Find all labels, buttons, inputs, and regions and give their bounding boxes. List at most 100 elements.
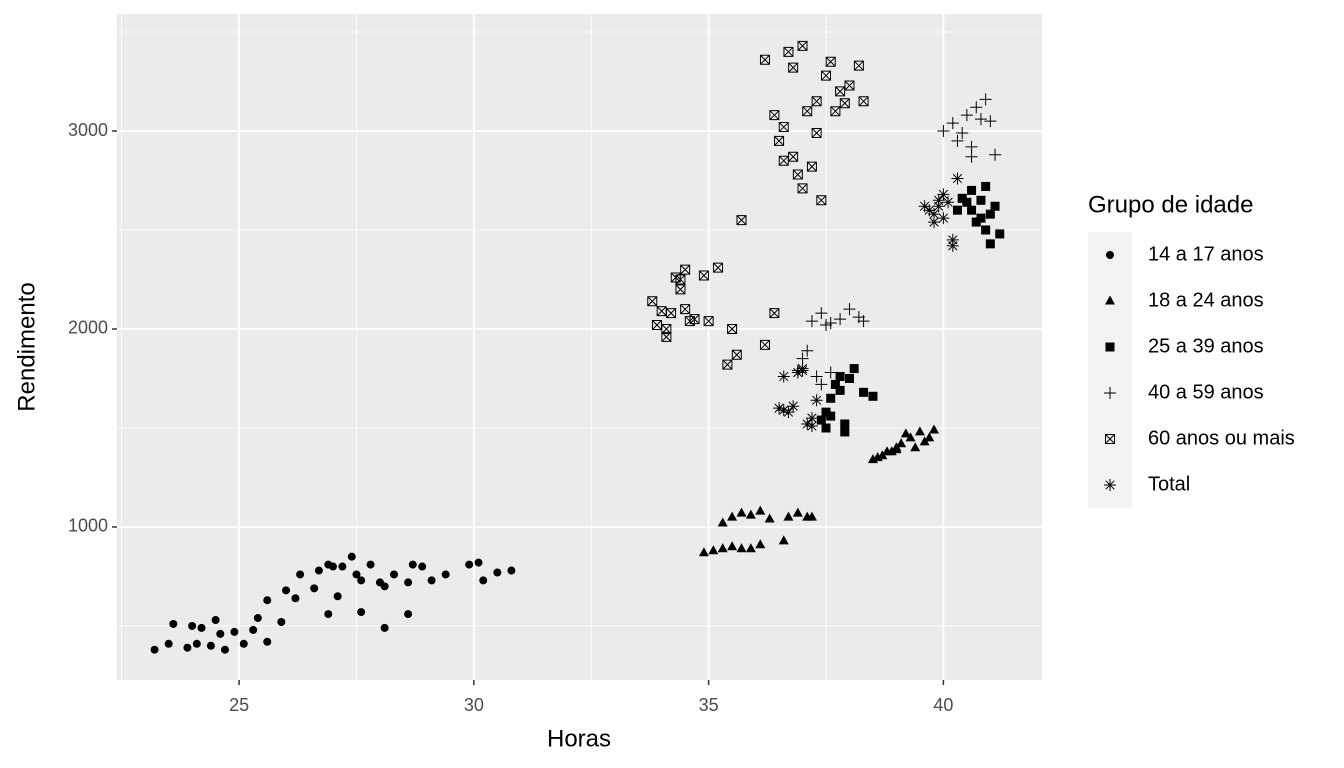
point bbox=[169, 619, 178, 628]
point bbox=[824, 317, 837, 330]
point bbox=[806, 511, 817, 521]
point bbox=[324, 610, 333, 619]
point bbox=[698, 547, 709, 557]
legend-key bbox=[1106, 251, 1114, 259]
point bbox=[675, 284, 686, 295]
x-tick-label: 25 bbox=[229, 695, 249, 715]
point bbox=[967, 185, 977, 195]
point bbox=[882, 446, 893, 456]
point bbox=[230, 627, 239, 636]
point bbox=[727, 541, 738, 551]
point bbox=[347, 552, 356, 561]
point bbox=[717, 517, 728, 527]
point bbox=[859, 387, 869, 397]
point bbox=[825, 56, 836, 67]
point bbox=[479, 576, 488, 585]
point bbox=[797, 183, 808, 194]
point bbox=[680, 264, 691, 275]
point bbox=[976, 195, 986, 205]
point bbox=[778, 155, 789, 166]
point bbox=[932, 200, 945, 213]
point bbox=[844, 373, 854, 383]
point bbox=[914, 426, 925, 436]
y-tick-label: 3000 bbox=[68, 120, 108, 140]
point bbox=[985, 209, 995, 219]
point bbox=[937, 212, 950, 225]
point bbox=[164, 639, 173, 648]
point bbox=[805, 315, 818, 328]
point bbox=[821, 70, 832, 81]
point bbox=[783, 46, 794, 57]
point bbox=[840, 427, 850, 437]
point bbox=[868, 391, 878, 401]
point bbox=[357, 576, 366, 585]
point bbox=[418, 562, 427, 571]
point bbox=[835, 371, 845, 381]
point bbox=[815, 378, 828, 391]
point bbox=[277, 617, 286, 626]
point bbox=[830, 106, 841, 117]
point bbox=[427, 576, 436, 585]
point bbox=[493, 568, 502, 577]
point bbox=[647, 296, 658, 307]
point bbox=[937, 188, 950, 201]
point bbox=[404, 610, 413, 619]
legend-title: Grupo de idade bbox=[1088, 191, 1253, 218]
point bbox=[670, 272, 681, 283]
point bbox=[839, 98, 850, 109]
legend-label: Total bbox=[1148, 473, 1190, 495]
point bbox=[796, 364, 809, 377]
point bbox=[324, 560, 333, 569]
point bbox=[946, 117, 959, 130]
point bbox=[352, 570, 361, 579]
point bbox=[830, 379, 840, 389]
legend-background bbox=[1088, 232, 1132, 508]
y-axis-title: Rendimento bbox=[13, 282, 40, 411]
point bbox=[981, 181, 991, 191]
point bbox=[857, 315, 870, 328]
point bbox=[764, 513, 775, 523]
point bbox=[206, 641, 215, 650]
point bbox=[853, 60, 864, 71]
point bbox=[777, 404, 790, 417]
point bbox=[727, 511, 738, 521]
legend-label: 60 anos ou mais bbox=[1148, 427, 1295, 449]
point bbox=[778, 535, 789, 545]
point bbox=[314, 566, 323, 575]
point bbox=[736, 215, 747, 226]
point bbox=[816, 195, 827, 206]
y-tick-label: 1000 bbox=[68, 516, 108, 536]
point bbox=[951, 134, 964, 147]
point bbox=[826, 393, 836, 403]
point bbox=[929, 424, 940, 434]
point bbox=[924, 432, 935, 442]
legend-label: 18 a 24 anos bbox=[1148, 289, 1264, 311]
point bbox=[805, 412, 818, 425]
point bbox=[805, 419, 818, 432]
point bbox=[507, 566, 516, 575]
point bbox=[896, 438, 907, 448]
point bbox=[474, 558, 483, 567]
point bbox=[755, 539, 766, 549]
point bbox=[380, 623, 389, 632]
point bbox=[708, 545, 719, 555]
point bbox=[811, 127, 822, 138]
point bbox=[736, 543, 747, 553]
point bbox=[835, 86, 846, 97]
point bbox=[797, 40, 808, 51]
point bbox=[820, 319, 833, 332]
point bbox=[965, 140, 978, 153]
point bbox=[666, 308, 677, 319]
point bbox=[858, 96, 869, 107]
point bbox=[291, 594, 300, 603]
point bbox=[778, 122, 789, 133]
point bbox=[380, 582, 389, 591]
point bbox=[727, 323, 738, 334]
point bbox=[736, 507, 747, 517]
point bbox=[755, 505, 766, 515]
point bbox=[408, 560, 417, 569]
point bbox=[844, 80, 855, 91]
point bbox=[216, 629, 225, 638]
point bbox=[967, 205, 977, 215]
